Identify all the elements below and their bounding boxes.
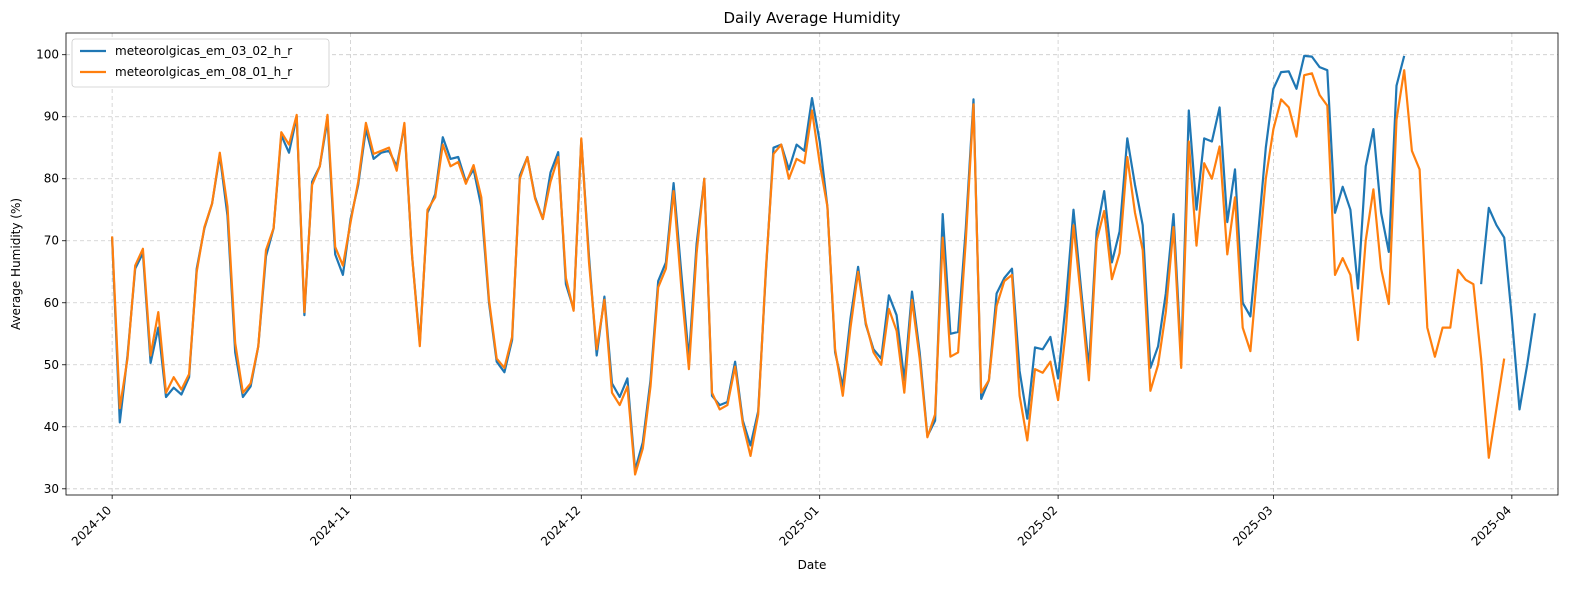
- x-tick-label: 2025-04: [1469, 503, 1514, 548]
- y-axis-label: Average Humidity (%): [9, 198, 23, 330]
- series-line-1: [111, 54, 1536, 472]
- y-tick-label: 80: [44, 172, 59, 186]
- y-tick-label: 40: [44, 420, 59, 434]
- plot-frame: [65, 32, 1559, 496]
- y-tick-label: 60: [44, 296, 59, 310]
- y-axis: 30 40 50 60 70 80 90 100: [36, 48, 66, 496]
- y-tick-label: 50: [44, 358, 59, 372]
- x-axis: 2024-10 2024-11 2024-12 2025-01 2025-02 2025-…: [69, 495, 1514, 549]
- chart-title: Daily Average Humidity: [723, 9, 900, 27]
- x-tick-label: 2024-11: [307, 503, 352, 548]
- legend-label-2: meteorolgicas_em_08_01_h_r: [115, 65, 292, 79]
- x-tick-label: 2025-01: [776, 503, 821, 548]
- series-line-2: [111, 69, 1506, 476]
- x-tick-label: 2025-02: [1015, 503, 1060, 548]
- y-tick-label: 90: [44, 110, 59, 124]
- y-tick-label: 30: [44, 482, 59, 496]
- x-tick-label: 2024-10: [69, 503, 114, 548]
- y-tick-label: 70: [44, 234, 59, 248]
- legend-box: [71, 38, 330, 88]
- legend-label-1: meteorolgicas_em_03_02_h_r: [115, 44, 292, 58]
- x-tick-label: 2024-12: [538, 503, 583, 548]
- x-axis-label: Date: [798, 558, 827, 572]
- legend: meteorolgicas_em_03_02_h_r meteorolgicas_…: [71, 38, 330, 88]
- y-tick-label: 100: [36, 48, 59, 62]
- plot-lines: [111, 54, 1536, 476]
- x-tick-label: 2025-03: [1230, 503, 1275, 548]
